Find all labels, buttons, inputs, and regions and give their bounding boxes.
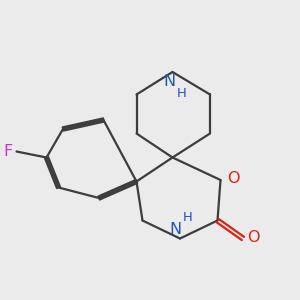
Text: N: N — [164, 74, 175, 88]
Text: H: H — [183, 211, 193, 224]
Text: H: H — [177, 87, 186, 100]
Text: O: O — [248, 230, 260, 244]
Text: O: O — [227, 171, 240, 186]
Text: F: F — [4, 144, 13, 159]
Text: N: N — [169, 222, 181, 237]
